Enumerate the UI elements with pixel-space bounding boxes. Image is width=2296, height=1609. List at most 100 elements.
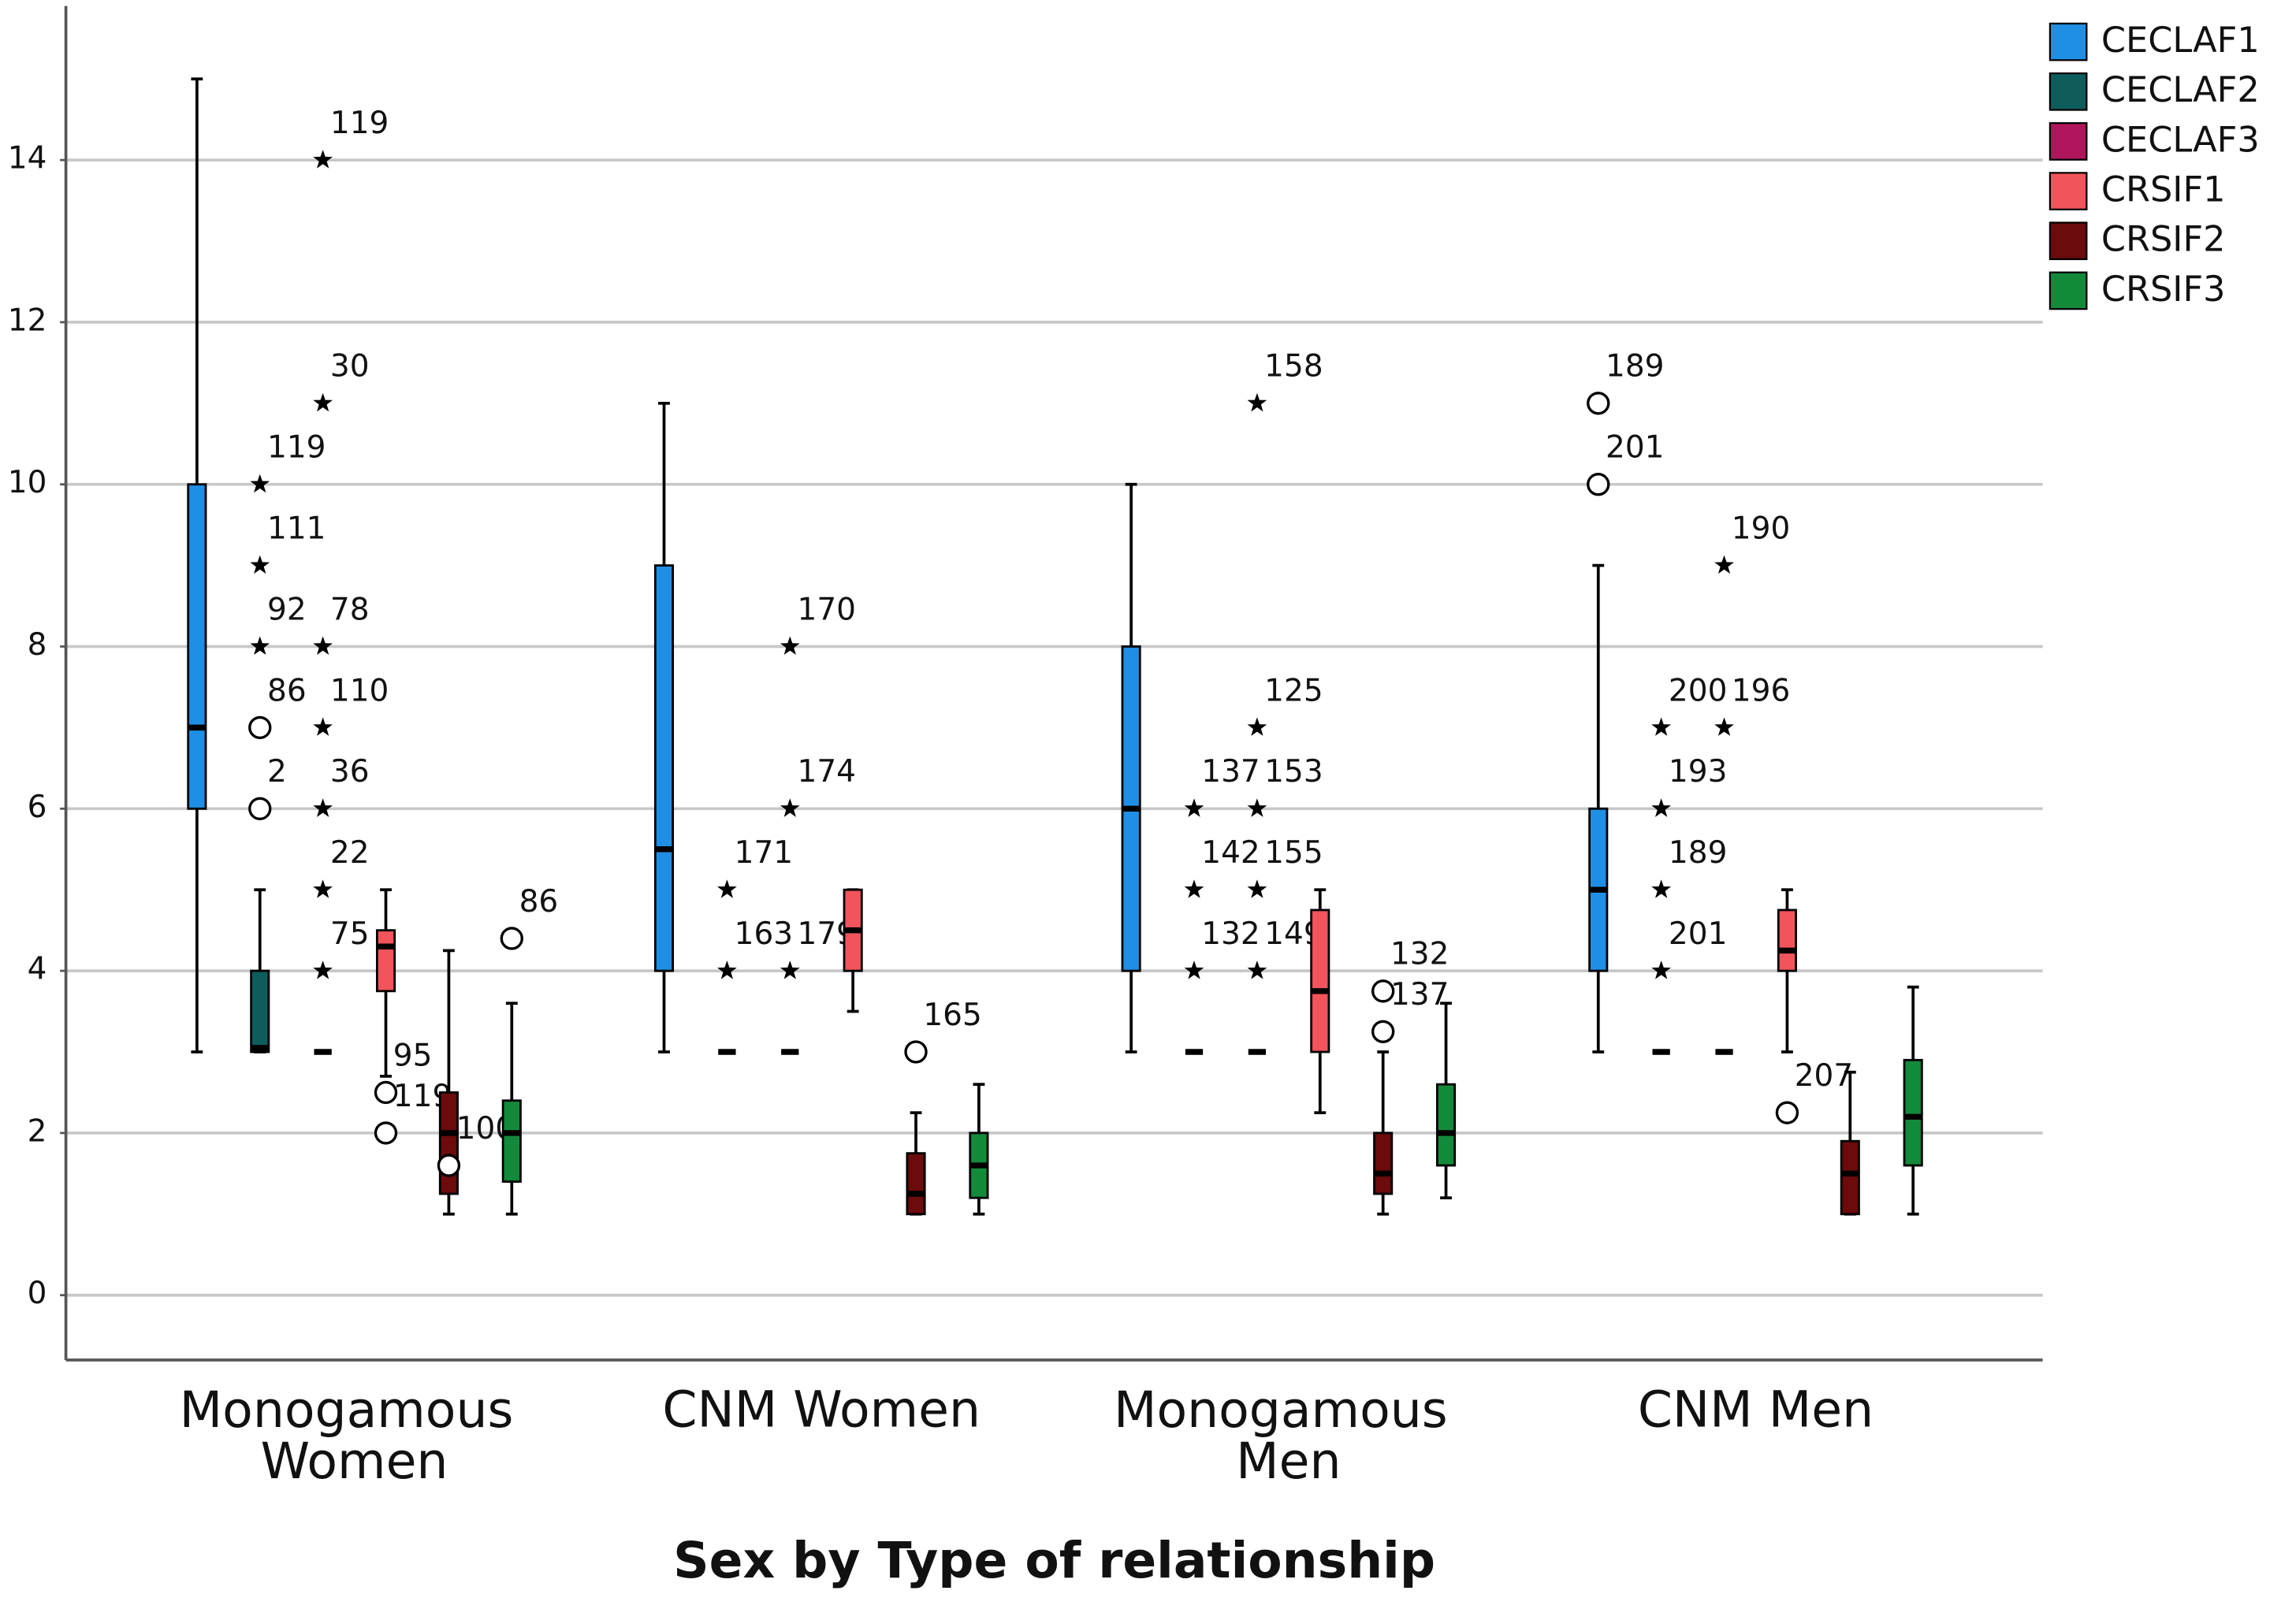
outlier-circle — [500, 927, 523, 950]
outlier-star — [1247, 392, 1267, 412]
outlier-label: 165 — [923, 998, 981, 1033]
box — [1373, 1132, 1394, 1195]
outlier-label: 132 — [1390, 937, 1449, 972]
box — [501, 1099, 522, 1184]
box — [1310, 909, 1330, 1053]
outlier-circle — [437, 1154, 461, 1177]
outlier-label: 22 — [330, 835, 370, 871]
outlier-label: 189 — [1669, 835, 1727, 871]
y-tick-label: 14 — [8, 141, 47, 177]
outlier-star — [780, 961, 800, 979]
outlier-star — [1184, 798, 1204, 817]
outlier-label: 86 — [267, 673, 307, 708]
outlier-label: 95 — [393, 1038, 433, 1073]
outlier-label: 132 — [1201, 916, 1260, 952]
outlier-circle — [248, 715, 272, 740]
outlier-label: 170 — [798, 592, 856, 627]
box — [1777, 909, 1797, 972]
outlier-star — [1247, 798, 1267, 817]
outlier-star — [313, 879, 333, 898]
outlier-star — [313, 961, 333, 979]
outlier-circle — [1587, 392, 1610, 415]
legend-label: CRSIF2 — [2101, 219, 2226, 260]
outlier-label: 196 — [1732, 673, 1790, 708]
legend-label: CECLAF1 — [2101, 20, 2260, 61]
legend-label: CRSIF3 — [2101, 269, 2226, 310]
y-tick-label: 4 — [28, 952, 47, 987]
outlier-star — [1714, 717, 1734, 736]
outlier-label: 119 — [330, 106, 389, 141]
outlier-label: 155 — [1264, 835, 1323, 871]
outlier-star — [1247, 717, 1267, 736]
outlier-circle — [248, 797, 272, 820]
outlier-star — [717, 961, 737, 979]
outlier-star — [1184, 961, 1204, 979]
legend-label: CECLAF3 — [2101, 119, 2260, 160]
outlier-label: 207 — [1795, 1058, 1853, 1094]
y-tick-label: 2 — [28, 1113, 47, 1149]
outlier-star — [780, 636, 800, 656]
x-tick-label: Monogamous Women — [180, 1380, 530, 1489]
legend-swatch — [2049, 271, 2088, 310]
legend-swatch — [2049, 22, 2088, 61]
outlier-star — [313, 392, 333, 412]
outlier-star — [250, 555, 270, 574]
x-tick-label: CNM Women — [662, 1380, 981, 1438]
box — [438, 1091, 459, 1195]
outlier-label: 153 — [1264, 754, 1323, 790]
outlier-star — [313, 798, 333, 817]
outlier-label: 200 — [1669, 673, 1727, 708]
outlier-star — [313, 636, 333, 656]
outlier-label: 201 — [1606, 430, 1664, 466]
outlier-label: 2 — [267, 754, 287, 790]
outlier-star — [313, 717, 333, 736]
legend-label: CECLAF2 — [2101, 69, 2260, 110]
outlier-star — [1651, 879, 1672, 898]
outlier-circle — [1371, 1020, 1395, 1043]
box — [375, 929, 396, 993]
outlier-label: 36 — [330, 754, 370, 790]
outlier-label: 171 — [735, 835, 793, 871]
outlier-label: 92 — [267, 592, 307, 627]
box — [250, 969, 270, 1053]
box — [1840, 1139, 1860, 1216]
outlier-label: 193 — [1669, 754, 1727, 790]
outlier-star — [250, 474, 270, 493]
outlier-star — [313, 150, 333, 169]
outlier-label: 189 — [1606, 349, 1664, 385]
outlier-star — [1247, 879, 1267, 898]
outlier-label: 111 — [267, 511, 326, 547]
box — [906, 1152, 926, 1216]
outlier-circle — [374, 1080, 398, 1105]
outlier-label: 163 — [735, 916, 793, 952]
outlier-circle — [1587, 473, 1610, 496]
outlier-label: 174 — [798, 754, 856, 790]
legend-swatch — [2049, 72, 2088, 111]
legend-label: CRSIF1 — [2101, 169, 2226, 210]
outlier-circle — [374, 1121, 398, 1145]
outlier-label: 110 — [330, 673, 389, 708]
outlier-label: 119 — [267, 430, 326, 466]
y-tick-label: 8 — [28, 627, 47, 663]
outlier-label: 137 — [1390, 977, 1449, 1013]
outlier-star — [780, 798, 800, 817]
outlier-star — [250, 636, 270, 656]
legend-swatch — [2049, 221, 2088, 261]
box — [653, 564, 675, 972]
outlier-label: 78 — [330, 592, 370, 627]
outlier-label: 158 — [1264, 349, 1323, 385]
outlier-star — [1651, 961, 1672, 979]
outlier-label: 125 — [1264, 673, 1323, 708]
outlier-label: 190 — [1732, 511, 1790, 547]
x-tick-label: Monogamous Men — [1114, 1380, 1464, 1489]
y-tick-label: 10 — [8, 465, 47, 500]
legend-swatch — [2049, 172, 2088, 210]
outlier-star — [1247, 961, 1267, 979]
box — [1436, 1083, 1457, 1167]
outlier-label: 30 — [330, 349, 370, 385]
legend-swatch — [2049, 122, 2088, 161]
box — [1903, 1058, 1923, 1167]
outlier-label: 137 — [1201, 754, 1260, 790]
